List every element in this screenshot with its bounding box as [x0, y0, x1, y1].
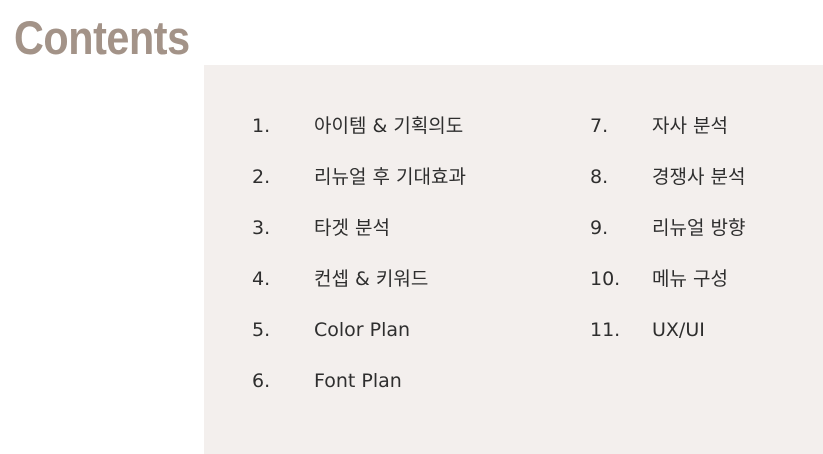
item-label: 리뉴얼 방향 [652, 217, 746, 239]
item-label: Font Plan [314, 370, 402, 392]
item-number: 2. [252, 166, 271, 188]
item-label: Color Plan [314, 319, 411, 341]
item-number: 9. [590, 217, 609, 239]
page-title: Contents [14, 11, 190, 64]
item-number: 8. [590, 166, 609, 188]
item-number: 3. [252, 217, 271, 239]
item-label: 아이템 & 기획의도 [314, 115, 464, 137]
item-label: 경쟁사 분석 [652, 166, 746, 188]
item-number: 1. [252, 115, 271, 137]
item-number: 11. [590, 319, 621, 341]
item-number: 10. [590, 268, 621, 290]
item-label: 리뉴얼 후 기대효과 [314, 166, 466, 188]
item-label: 자사 분석 [652, 115, 728, 137]
contents-panel: 1. 아이템 & 기획의도 2. 리뉴얼 후 기대효과 3. 타겟 분석 4. … [204, 65, 823, 454]
item-number: 5. [252, 319, 271, 341]
item-number: 4. [252, 268, 271, 290]
item-number: 6. [252, 370, 271, 392]
item-label: 컨셉 & 키워드 [314, 268, 429, 290]
item-label: 메뉴 구성 [652, 268, 728, 290]
item-label: UX/UI [652, 319, 705, 341]
item-label: 타겟 분석 [314, 217, 390, 239]
item-number: 7. [590, 115, 609, 137]
